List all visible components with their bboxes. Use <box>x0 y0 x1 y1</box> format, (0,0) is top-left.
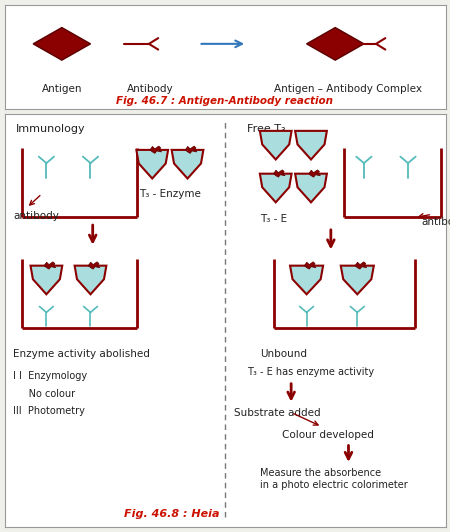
Polygon shape <box>295 173 327 202</box>
Polygon shape <box>44 262 56 269</box>
Polygon shape <box>306 28 364 60</box>
Polygon shape <box>304 262 316 269</box>
Polygon shape <box>274 170 285 177</box>
Text: T₃ - E: T₃ - E <box>260 214 288 225</box>
Text: III  Photometry: III Photometry <box>14 406 85 416</box>
Text: T₃ - Enzyme: T₃ - Enzyme <box>139 189 201 199</box>
Polygon shape <box>75 265 106 294</box>
Text: Antigen: Antigen <box>41 84 82 94</box>
Text: Free T₃: Free T₃ <box>247 124 286 134</box>
Text: Unbound: Unbound <box>260 349 307 359</box>
Polygon shape <box>290 265 323 294</box>
Text: Colour developed: Colour developed <box>282 430 374 440</box>
Text: antibody: antibody <box>14 211 59 221</box>
Polygon shape <box>185 146 197 153</box>
Polygon shape <box>136 150 168 179</box>
Text: Antigen – Antibody Complex: Antigen – Antibody Complex <box>274 84 423 94</box>
Text: and: and <box>260 173 281 183</box>
Text: Immunology: Immunology <box>15 124 85 134</box>
Text: Substrate added: Substrate added <box>234 408 320 418</box>
Polygon shape <box>33 28 90 60</box>
Polygon shape <box>341 265 374 294</box>
Polygon shape <box>355 262 367 269</box>
Text: Antibody: Antibody <box>127 84 173 94</box>
Polygon shape <box>260 131 292 160</box>
Polygon shape <box>295 131 327 160</box>
Text: antibody: antibody <box>421 218 450 228</box>
Text: Fig. 46.8 : Heia: Fig. 46.8 : Heia <box>124 509 220 519</box>
Text: I I  Enzymology: I I Enzymology <box>14 371 87 381</box>
Polygon shape <box>309 170 320 177</box>
Text: T₃ - E has enzyme activity: T₃ - E has enzyme activity <box>247 367 374 377</box>
Polygon shape <box>171 150 203 179</box>
Text: Fig. 46.7 : Antigen-Antibody reaction: Fig. 46.7 : Antigen-Antibody reaction <box>117 96 333 106</box>
Text: No colour: No colour <box>14 389 76 398</box>
Polygon shape <box>88 262 100 269</box>
Polygon shape <box>31 265 62 294</box>
Polygon shape <box>150 146 162 153</box>
Text: Measure the absorbence
in a photo electric colorimeter: Measure the absorbence in a photo electr… <box>260 468 408 489</box>
Polygon shape <box>260 173 292 202</box>
Text: Enzyme activity abolished: Enzyme activity abolished <box>14 349 150 359</box>
